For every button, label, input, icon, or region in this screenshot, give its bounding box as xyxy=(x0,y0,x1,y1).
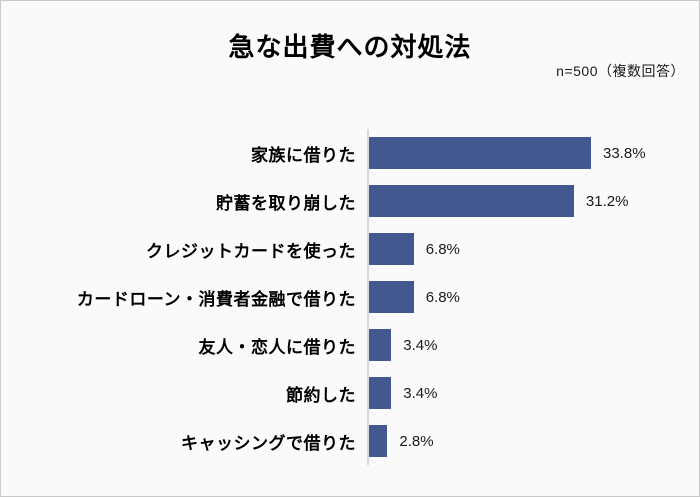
value-label: 33.8% xyxy=(603,144,646,162)
bar xyxy=(369,425,388,457)
bar-track: 3.4% xyxy=(367,321,699,369)
value-label: 6.8% xyxy=(425,288,460,306)
bar-row: キャッシングで借りた 2.8% xyxy=(1,417,699,465)
bar-track: 6.8% xyxy=(367,225,699,273)
bar-row: 友人・恋人に借りた 3.4% xyxy=(1,321,699,369)
bar-row: カードローン・消費者金融で借りた 6.8% xyxy=(1,273,699,321)
value-label: 6.8% xyxy=(425,240,460,258)
bar-track: 2.8% xyxy=(367,417,699,465)
category-label: キャッシングで借りた xyxy=(181,433,356,453)
bar xyxy=(369,329,392,361)
category-label: 貯蓄を取り崩した xyxy=(216,193,356,213)
bar-row: クレジットカードを使った 6.8% xyxy=(1,225,699,273)
bar-row: 家族に借りた 33.8% xyxy=(1,129,699,177)
bar-row: 貯蓄を取り崩した 31.2% xyxy=(1,177,699,225)
bar-track: 31.2% xyxy=(367,177,699,225)
bar-row: 節約した 3.4% xyxy=(1,369,699,417)
value-label: 3.4% xyxy=(403,384,438,402)
bar xyxy=(369,233,414,265)
bar xyxy=(369,137,591,169)
value-label: 3.4% xyxy=(403,336,438,354)
value-label: 2.8% xyxy=(399,432,434,450)
category-label: クレジットカードを使った xyxy=(146,241,356,261)
value-label: 31.2% xyxy=(585,192,629,210)
sample-size-note: n=500（複数回答） xyxy=(556,63,685,79)
category-label: 家族に借りた xyxy=(251,145,356,165)
bar xyxy=(369,281,414,313)
chart-title: 急な出費への対処法 xyxy=(228,32,472,62)
bar-track: 6.8% xyxy=(367,273,699,321)
bar xyxy=(369,377,392,409)
category-label: カードローン・消費者金融で借りた xyxy=(76,289,356,309)
category-label: 友人・恋人に借りた xyxy=(198,337,356,357)
bar-chart: 家族に借りた 33.8% 貯蓄を取り崩した 31.2% クレジットカードを使った 6.8%… xyxy=(1,129,699,465)
bar-track: 3.4% xyxy=(367,369,699,417)
category-label: 節約した xyxy=(286,385,356,405)
bar-track: 33.8% xyxy=(367,129,699,177)
bar xyxy=(369,185,574,217)
